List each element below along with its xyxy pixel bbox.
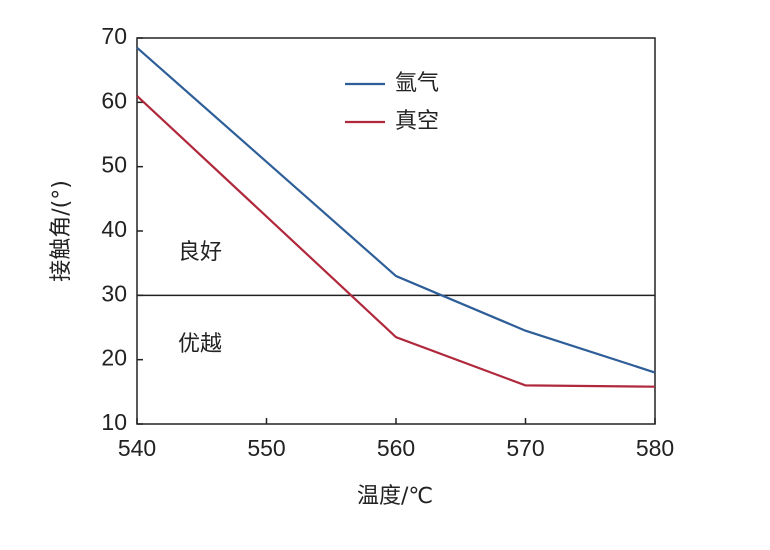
x-axis-label: 温度/℃ [357,484,433,509]
y-axis-label: 接触角/(°) [49,180,74,282]
x-tick-label: 560 [377,435,415,461]
x-tick-label: 550 [247,435,285,461]
y-tick-label: 10 [101,409,127,435]
x-tick-label: 570 [506,435,544,461]
y-tick-label: 40 [101,216,127,242]
annotation: 良好 [178,240,222,265]
x-tick-label: 540 [118,435,156,461]
annotation: 优越 [178,332,222,357]
y-tick-label: 70 [101,23,127,49]
legend-label: 真空 [395,109,439,134]
legend-label: 氩气 [395,71,439,96]
y-tick-label: 50 [101,152,127,178]
series-line [136,46,656,374]
y-tick-label: 20 [101,345,127,371]
series-line [136,95,656,388]
x-tick-label: 580 [636,435,674,461]
y-tick-label: 30 [101,280,127,306]
y-tick-label: 60 [101,87,127,113]
